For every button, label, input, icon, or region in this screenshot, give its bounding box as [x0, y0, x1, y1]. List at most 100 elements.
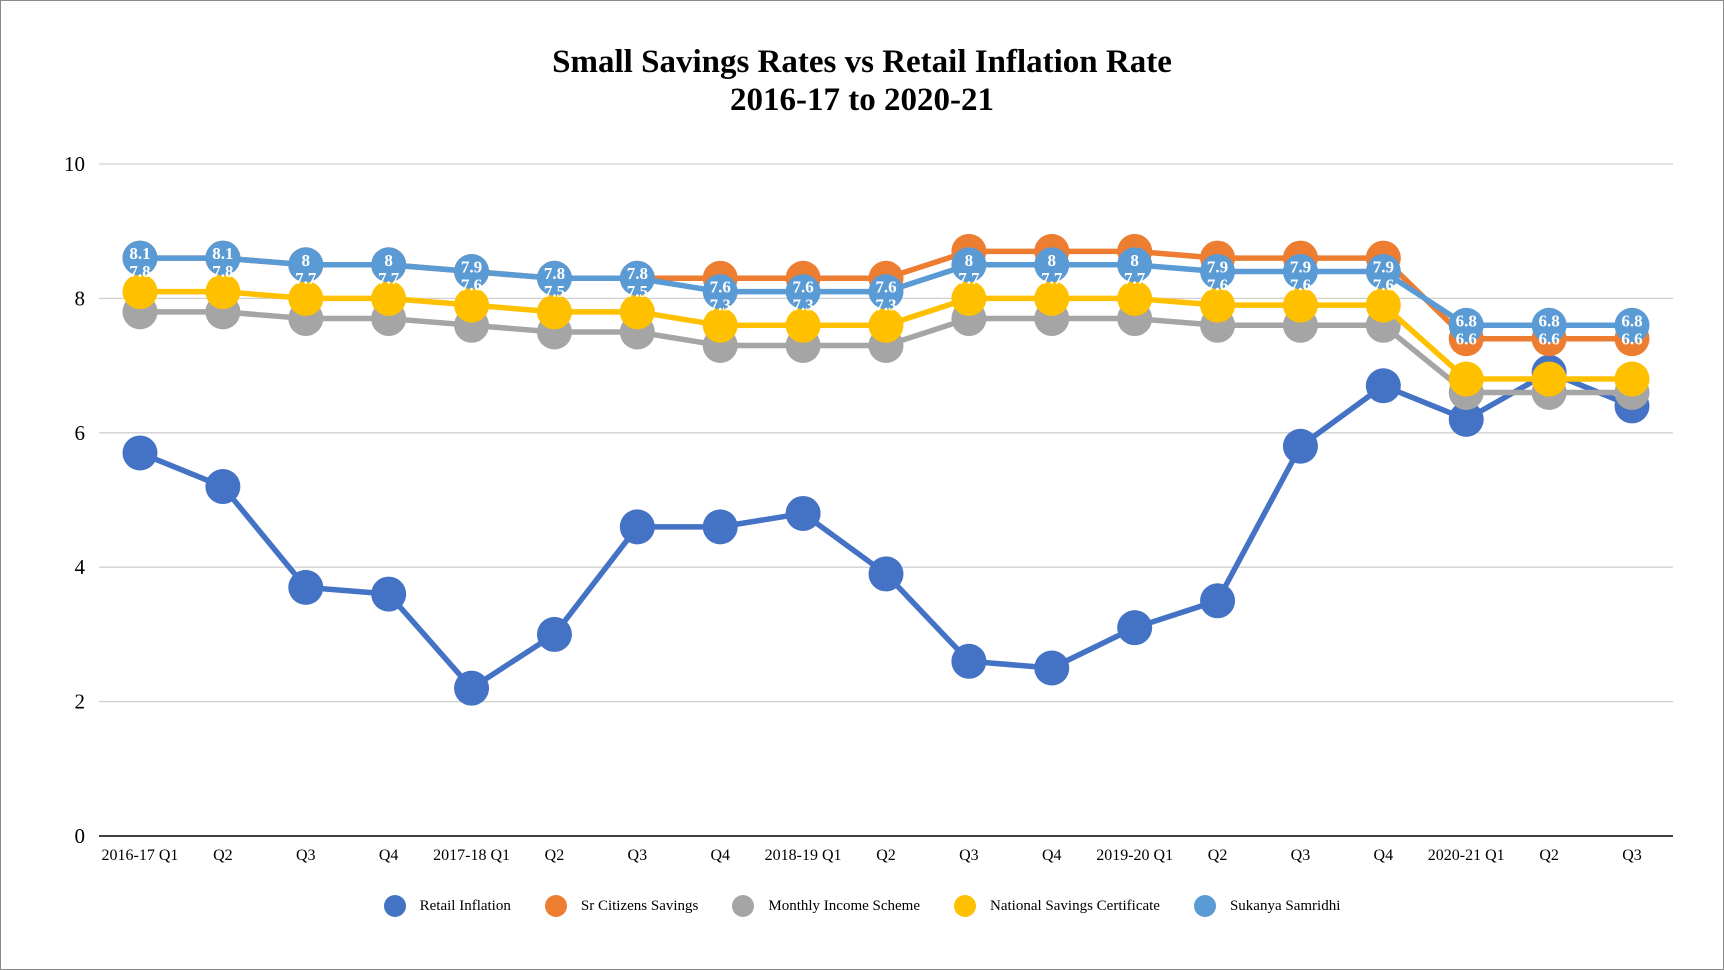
data-label: 7.7 — [1041, 269, 1063, 288]
data-label: 7.6 — [875, 278, 896, 297]
x-tick-label: Q3 — [1291, 847, 1311, 864]
data-point — [1531, 361, 1567, 397]
x-tick-label: 2016-17 Q1 — [102, 847, 179, 864]
data-point — [1365, 287, 1401, 323]
y-tick-label: 6 — [75, 421, 86, 445]
data-point — [1448, 307, 1484, 343]
data-label: 6.8 — [1456, 311, 1477, 330]
x-tick-label: Q2 — [1539, 847, 1559, 864]
data-point — [1365, 368, 1401, 404]
y-tick-label: 8 — [75, 286, 86, 310]
data-point — [536, 260, 572, 296]
data-label: 6.8 — [1538, 311, 1559, 330]
data-label: 7.8 — [212, 262, 233, 281]
x-tick-label: Q4 — [379, 847, 399, 864]
data-label: 7.8 — [544, 264, 565, 283]
x-tick-label: Q3 — [628, 847, 648, 864]
data-point — [371, 280, 407, 316]
data-label: 7.3 — [710, 296, 731, 315]
data-label: 7.7 — [378, 269, 400, 288]
legend-item: Sukanya Samridhi — [1193, 895, 1341, 917]
data-point — [288, 247, 324, 283]
data-point — [1034, 280, 1070, 316]
x-tick-label: 2019-20 Q1 — [1096, 847, 1173, 864]
data-point — [205, 240, 241, 276]
data-point — [951, 280, 987, 316]
legend-label: Sukanya Samridhi — [1229, 897, 1341, 914]
data-label: 8 — [965, 251, 974, 270]
data-point — [122, 435, 158, 471]
y-tick-label: 4 — [75, 555, 86, 579]
data-point — [1034, 247, 1070, 283]
data-label: 7.5 — [627, 282, 648, 301]
legend: Retail Inflation Sr Citizens Savings Month… — [0, 895, 1724, 917]
data-point — [1200, 583, 1236, 619]
data-point — [454, 670, 490, 706]
data-point — [122, 274, 158, 310]
data-point — [785, 495, 821, 531]
x-tick-label: Q2 — [876, 847, 896, 864]
data-point — [1365, 254, 1401, 290]
data-point — [1282, 287, 1318, 323]
data-label: 8 — [302, 251, 311, 270]
data-label: 7.6 — [792, 278, 813, 297]
data-label: 7.3 — [875, 296, 896, 315]
legend-item: Monthly Income Scheme — [732, 895, 920, 917]
x-tick-label: Q3 — [296, 847, 316, 864]
legend-item: Sr Citizens Savings — [544, 895, 699, 917]
series-retail-inflation — [122, 354, 1650, 706]
data-point — [1448, 361, 1484, 397]
data-point — [288, 280, 324, 316]
data-point — [619, 294, 655, 330]
legend-label: National Savings Certificate — [990, 897, 1160, 914]
data-label: 7.9 — [1290, 258, 1311, 277]
data-label: 7.6 — [1290, 276, 1311, 295]
data-label: 7.7 — [295, 269, 317, 288]
data-point — [205, 274, 241, 310]
y-tick-label: 0 — [75, 824, 86, 848]
data-label: 6.6 — [1538, 329, 1559, 348]
data-point — [454, 287, 490, 323]
legend-label: Monthly Income Scheme — [768, 897, 921, 914]
legend-marker-icon — [544, 895, 567, 917]
data-label: 7.8 — [129, 262, 150, 281]
chart-subtitle: 2016-17 to 2020-21 — [730, 82, 994, 118]
legend-marker-icon — [732, 895, 755, 917]
legend-label: Sr Citizens Savings — [580, 897, 699, 914]
data-point — [619, 260, 655, 296]
data-label: 7.5 — [544, 282, 565, 301]
data-point — [619, 509, 655, 545]
data-label: 7.9 — [461, 258, 482, 277]
legend-marker-icon — [954, 895, 977, 917]
data-label: 8.1 — [212, 244, 233, 263]
data-point — [868, 556, 904, 592]
x-tick-label: 2018-19 Q1 — [765, 847, 842, 864]
data-point — [1282, 254, 1318, 290]
data-label: 8 — [384, 251, 393, 270]
data-label: 7.9 — [1373, 258, 1394, 277]
data-point — [1034, 650, 1070, 686]
data-point — [1117, 610, 1153, 646]
data-label: 8.1 — [129, 244, 150, 263]
data-point — [1614, 361, 1650, 397]
data-point — [1117, 280, 1153, 316]
x-tick-label: Q4 — [1042, 847, 1062, 864]
y-tick-label: 2 — [75, 690, 86, 714]
data-label: 7.7 — [1124, 269, 1146, 288]
x-tick-label: Q3 — [959, 847, 979, 864]
x-tick-label: Q2 — [213, 847, 233, 864]
x-tick-label: Q2 — [1208, 847, 1228, 864]
series-line — [138, 369, 1634, 691]
data-label: 7.9 — [1207, 258, 1228, 277]
data-point — [122, 240, 158, 276]
data-label: 8 — [1048, 251, 1057, 270]
data-point — [785, 307, 821, 343]
data-point — [951, 643, 987, 679]
data-point — [454, 254, 490, 290]
data-point — [1117, 247, 1153, 283]
data-point — [536, 616, 572, 652]
legend-item: Retail Inflation — [383, 895, 511, 917]
data-point — [868, 274, 904, 310]
data-point — [371, 576, 407, 612]
